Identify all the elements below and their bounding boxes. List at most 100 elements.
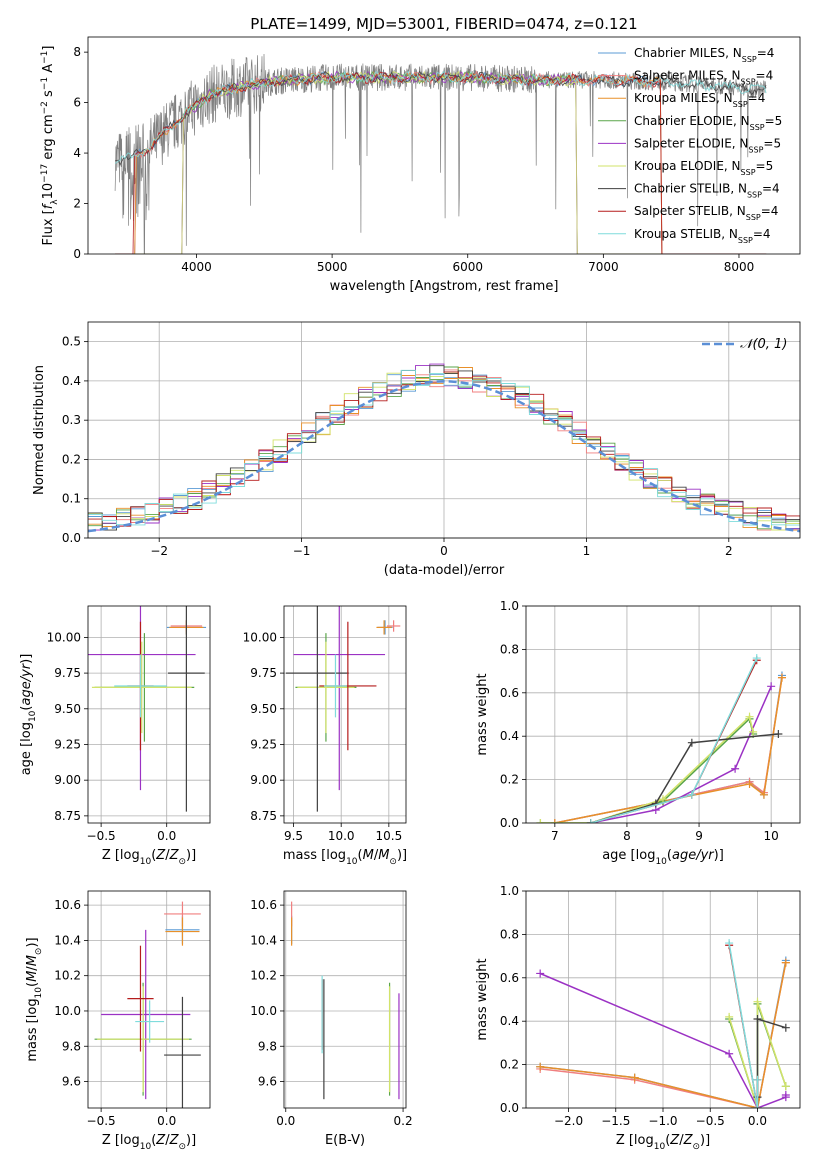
label-part: )]: [186, 1133, 196, 1148]
y-axis-label: mass [log10(M/M⊙)]: [25, 937, 44, 1061]
series-marker: [753, 1104, 762, 1108]
label-part: =4: [748, 91, 766, 105]
label-part: /: [25, 966, 40, 971]
series-marker: [745, 779, 754, 788]
x-axis-label: wavelength [Angstrom, rest frame]: [330, 279, 559, 294]
axes-frame: [283, 890, 407, 1109]
series-marker: [536, 1062, 545, 1071]
label-part: wavelength [Angstrom, rest frame]: [330, 279, 559, 294]
label-part: =4: [753, 227, 771, 241]
axes-frame: [87, 605, 211, 824]
label-part: ⊙: [178, 857, 186, 867]
plot-area: [88, 363, 800, 533]
label-part: (: [25, 982, 40, 987]
legend-label: Kroupa ELODIE, NSSP=5: [634, 159, 773, 177]
label-part: −17: [40, 164, 50, 183]
y-axis-label: Normed distribution: [32, 365, 47, 495]
x-tick-label: 10.5: [375, 829, 402, 843]
label-part: −2: [40, 101, 50, 114]
y-tick-label: 10.4: [54, 933, 81, 947]
label-part: M: [25, 955, 40, 966]
y-tick-label: 10.6: [250, 898, 277, 912]
label-part: 10: [41, 183, 56, 200]
series-marker: [659, 795, 667, 804]
series-marker: [731, 764, 740, 773]
y-tick-label: 4: [73, 146, 81, 160]
x-tick-label: 10: [764, 829, 779, 843]
y-tick-label: 10.00: [47, 630, 81, 644]
x-tick-label: −0.5: [87, 1114, 116, 1128]
label-part: /: [165, 848, 170, 863]
x-axis-label: E(B-V): [325, 1133, 365, 1148]
label-part: Z [log: [102, 1133, 140, 1148]
axes-frame: [525, 605, 801, 824]
label-part: Salpeter ELODIE, N: [634, 136, 748, 150]
label-part: SSP: [750, 122, 765, 131]
label-part: 10: [140, 1142, 152, 1152]
legend-label: Salpeter ELODIE, NSSP=5: [634, 136, 781, 154]
label-part: mass [log: [25, 998, 40, 1061]
series-marker: [781, 1023, 790, 1032]
label-part: Z: [683, 1133, 694, 1148]
y-tick-label: 10.0: [54, 1004, 81, 1018]
y-tick-label: 9.25: [250, 737, 277, 751]
label-part: age/yr: [19, 662, 34, 705]
series-marker: [725, 1049, 734, 1058]
label-part: Z: [155, 1133, 166, 1148]
axes-mass-vs-EBV: 0.0 0.2 9.6 9.8 10.0 10.2 10.4 10.6 E(B-V): [250, 890, 413, 1148]
residual-histogram-8: [88, 369, 800, 531]
plot-area: [114, 53, 767, 254]
x-axis-label: Z [log10(Z/Z⊙)]: [616, 1133, 710, 1152]
plot-area: [285, 606, 401, 812]
label-part: ⊙: [34, 948, 44, 956]
label-part: ⊙: [389, 857, 397, 867]
label-part: Z [log: [616, 1133, 654, 1148]
series-marker: [781, 1090, 790, 1099]
label-part: s: [41, 90, 56, 101]
y-tick-label: 9.6: [258, 1075, 277, 1089]
label-part: SSP: [738, 235, 753, 244]
y-axis-label: mass weight: [475, 673, 490, 755]
label-part: mass weight: [475, 958, 490, 1040]
label-part: age/yr: [672, 848, 715, 863]
series-marker: [753, 1075, 762, 1084]
y-tick-label: 9.00: [250, 773, 277, 787]
axes-frame: [87, 890, 211, 1109]
label-part: −1: [40, 77, 50, 90]
label-part: (: [665, 1133, 670, 1148]
label-part: Kroupa STELIB, N: [634, 227, 738, 241]
series-marker: [725, 939, 734, 948]
label-part: (: [19, 706, 34, 711]
y-axis-label: mass weight: [475, 958, 490, 1040]
label-part: (: [667, 848, 672, 863]
x-tick-label: 0: [440, 544, 448, 558]
label-part: /: [165, 1133, 170, 1148]
label-part: A: [41, 64, 56, 77]
label-part: Salpeter MILES, N: [634, 69, 741, 83]
y-tick-label: 0.6: [500, 686, 519, 700]
label-part: SSP: [746, 213, 761, 222]
label-part: M: [363, 848, 374, 863]
y-tick-label: 10.6: [54, 898, 81, 912]
label-part: age [log: [19, 722, 34, 775]
x-axis-label: Z [log10(Z/Z⊙)]: [102, 1133, 196, 1152]
x-tick-label: −0.5: [696, 1114, 725, 1128]
y-tick-label: 6: [73, 96, 81, 110]
legend-label: Chabrier STELIB, NSSP=4: [634, 182, 780, 200]
label-part: Z: [169, 1133, 180, 1148]
label-part: Flux [: [41, 209, 56, 245]
label-part: SSP: [747, 190, 762, 199]
plot-area: [94, 901, 201, 1108]
x-tick-label: 0.0: [748, 1114, 767, 1128]
label-part: (: [358, 848, 363, 863]
label-part: M: [378, 848, 389, 863]
x-tick-label: −0.5: [87, 829, 116, 843]
x-tick-label: 10.0: [328, 829, 355, 843]
series-marker: [687, 738, 696, 747]
legend-label: Kroupa STELIB, NSSP=4: [634, 227, 771, 245]
label-part: Kroupa MILES, N: [634, 91, 733, 105]
y-tick-label: 10.00: [243, 630, 277, 644]
series-marker: [767, 682, 776, 691]
series-marker: [781, 958, 790, 967]
